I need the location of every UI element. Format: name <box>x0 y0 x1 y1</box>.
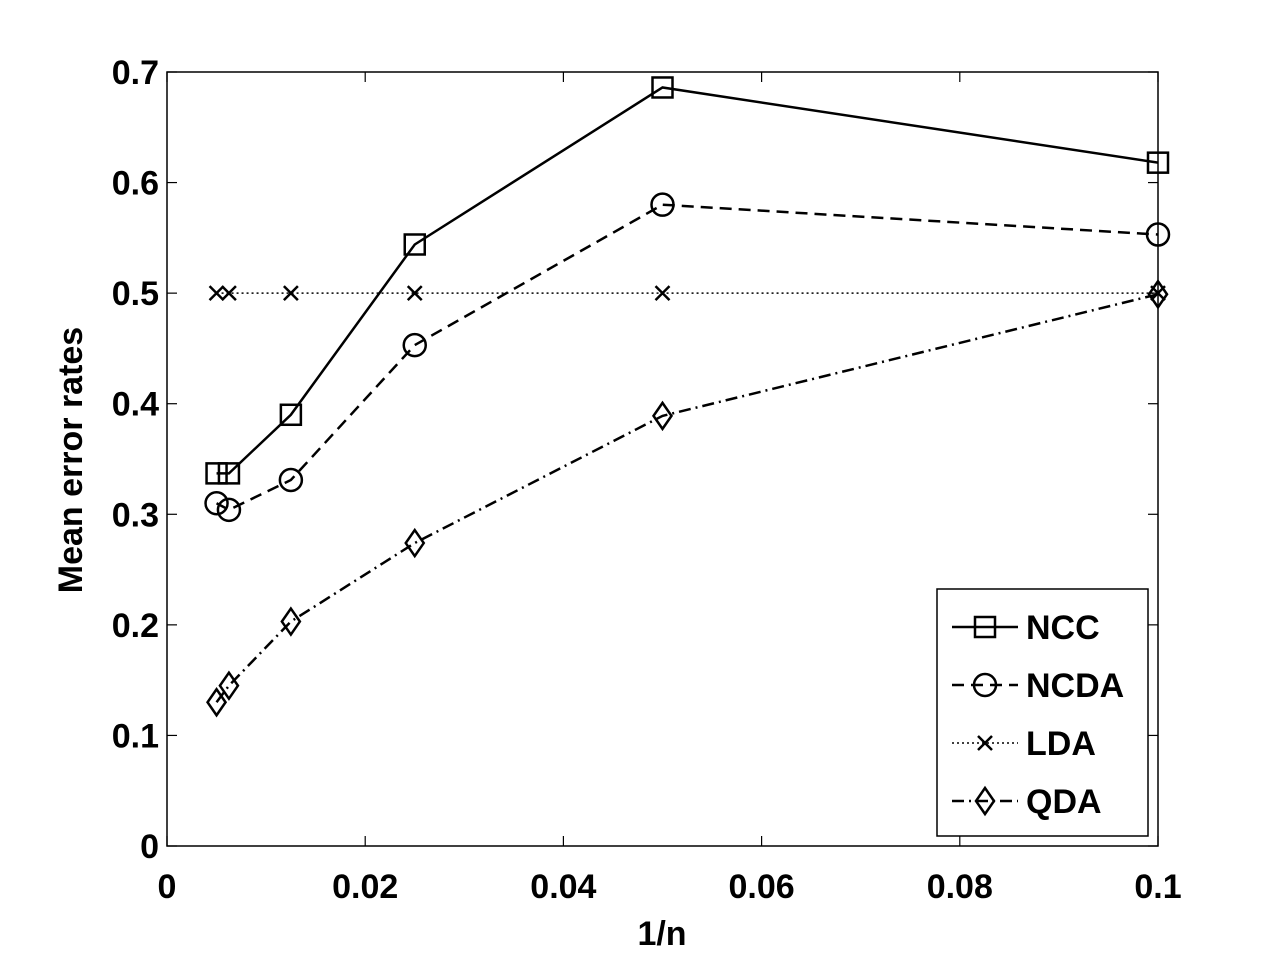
legend-marker-ncda <box>972 672 998 698</box>
axis-ticks: 0 0.02 0.04 0.06 0.08 0.1 0 0.1 0.2 0.3 0.4 0.5 0.6 0… <box>112 54 1182 906</box>
plot-frame <box>166 71 1159 847</box>
y-tick-label: 0.4 <box>112 386 159 424</box>
x-tick-label: 0.04 <box>530 868 596 906</box>
legend-marker-qda <box>974 785 996 817</box>
data-point-qda <box>404 527 426 559</box>
y-axis-label: Mean error rates <box>52 327 90 593</box>
x-tick-label: 0 <box>158 868 177 906</box>
data-point-ncc <box>1146 151 1170 174</box>
data-point-qda <box>1147 279 1169 310</box>
data-point-qda <box>206 687 228 718</box>
y-tick-label: 0.7 <box>112 54 159 92</box>
data-point-lda <box>282 285 299 302</box>
y-tick-label: 0.5 <box>112 275 159 313</box>
series-ncda <box>204 192 1171 523</box>
data-point-ncc <box>217 462 241 485</box>
data-point-ncda <box>402 332 427 358</box>
legend-label-ncc: NCC <box>1026 609 1100 647</box>
data-point-ncc <box>279 403 303 427</box>
x-tick-label: 0.08 <box>927 868 993 906</box>
legend: NCC NCDA LDA QDA <box>936 588 1149 837</box>
legend-marker-ncc <box>973 615 997 639</box>
data-point-qda <box>651 400 674 432</box>
data-point-lda <box>406 285 423 302</box>
series-line-ncc <box>216 86 1159 475</box>
y-tick-label: 0.2 <box>112 607 159 645</box>
x-tick-label: 0.02 <box>332 868 398 906</box>
data-point-ncda <box>216 497 242 523</box>
y-tick-label: 0.6 <box>112 165 159 203</box>
x-axis-label: 1/n <box>637 915 686 953</box>
legend-label-qda: QDA <box>1026 783 1102 821</box>
series-ncc <box>205 76 1170 485</box>
data-point-lda <box>208 285 225 302</box>
data-point-ncda <box>1145 222 1171 247</box>
plot-area <box>166 71 1159 847</box>
data-point-ncc <box>651 76 674 99</box>
x-tick-label: 0.06 <box>729 868 795 906</box>
data-point-ncc <box>403 233 426 256</box>
legend-label-ncda: NCDA <box>1026 667 1124 705</box>
legend-box <box>936 588 1149 837</box>
legend-label-lda: LDA <box>1026 725 1096 763</box>
series-line-ncda <box>215 203 1159 512</box>
legend-marker-lda <box>977 735 993 751</box>
data-point-lda <box>654 285 671 302</box>
series-line-qda <box>215 293 1159 704</box>
y-tick-label: 0 <box>140 828 159 866</box>
y-tick-label: 0.3 <box>112 496 159 534</box>
x-tick-label: 0.1 <box>1134 868 1181 906</box>
data-point-ncda <box>204 490 229 516</box>
data-point-ncda <box>278 467 304 493</box>
data-point-ncda <box>650 192 675 217</box>
series-lda <box>208 285 1166 302</box>
y-tick-label: 0.1 <box>112 717 159 755</box>
data-point-qda <box>218 670 240 701</box>
data-point-ncc <box>205 462 228 485</box>
data-point-lda <box>221 285 237 302</box>
series-layer <box>204 76 1171 718</box>
series-qda <box>206 279 1169 718</box>
data-point-qda <box>280 606 302 637</box>
